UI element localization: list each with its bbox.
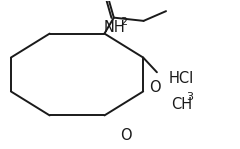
Text: HCl: HCl bbox=[168, 71, 193, 86]
Text: NH: NH bbox=[103, 20, 125, 35]
Text: 2: 2 bbox=[120, 17, 128, 27]
Text: O: O bbox=[149, 80, 160, 95]
Text: O: O bbox=[120, 128, 132, 143]
Text: CH: CH bbox=[171, 97, 192, 111]
Text: 3: 3 bbox=[186, 92, 193, 102]
